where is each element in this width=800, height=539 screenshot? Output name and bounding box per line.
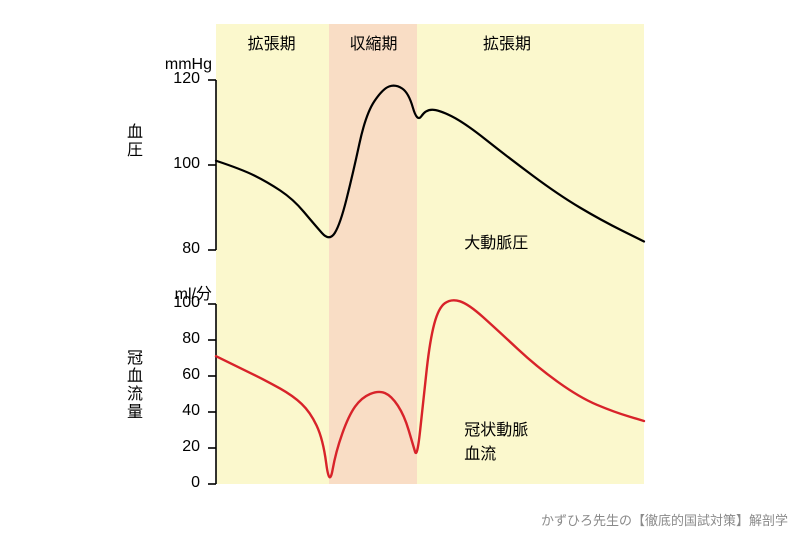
- coronary-flow-line: [0, 0, 800, 539]
- coronary-flow-label: 冠状動脈 血流: [464, 416, 528, 464]
- footer-credit: かずひろ先生の【徹底的国試対策】解剖学: [541, 510, 788, 529]
